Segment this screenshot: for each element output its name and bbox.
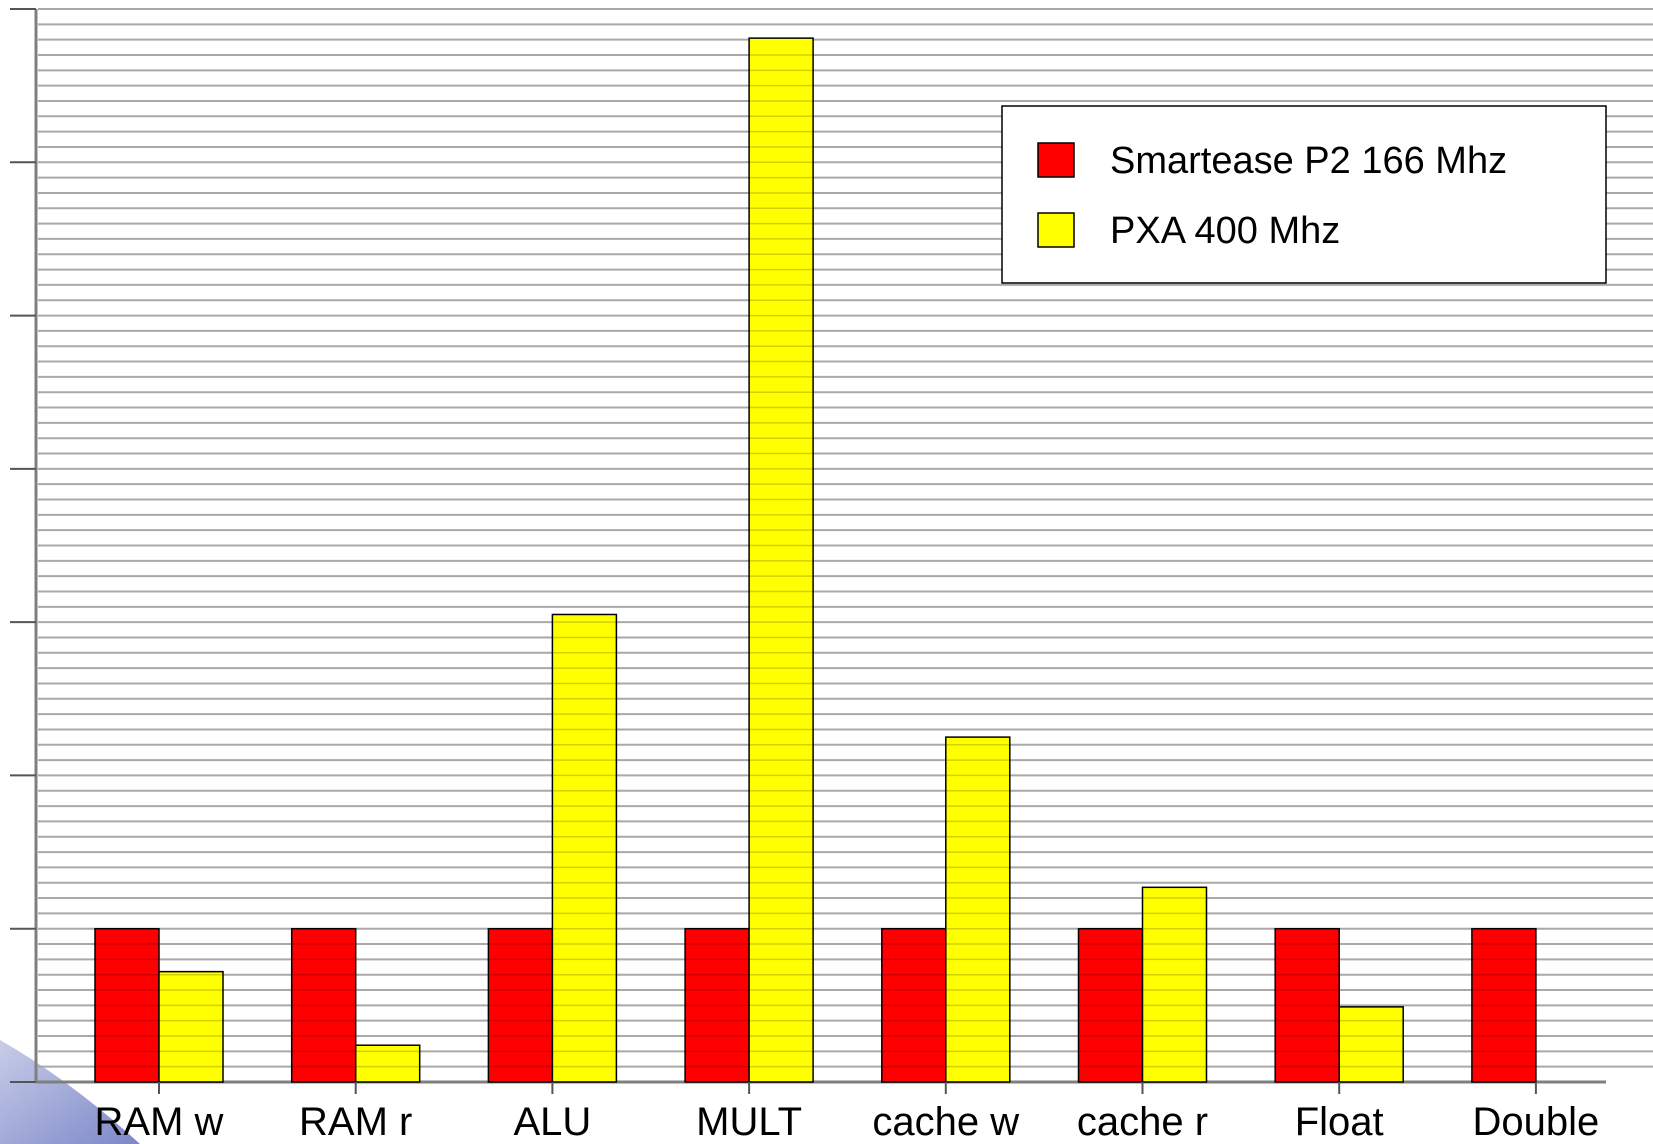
x-tick-labels: RAM w RAM r ALU MULT cache w cache r Float Doub…: [95, 1082, 1600, 1144]
bar-fill: [748, 37, 814, 1083]
bar: [94, 927, 160, 1083]
legend-label: PXA 400 Mhz: [1110, 210, 1340, 252]
bar-fill: [1274, 927, 1340, 1083]
bar: [1274, 927, 1340, 1083]
bars: [94, 37, 1537, 1083]
bar: [1077, 927, 1144, 1083]
bar-fill: [94, 927, 160, 1083]
bar-fill: [1141, 886, 1208, 1083]
bar-fill: [354, 1044, 421, 1083]
x-tick-label: Float: [1295, 1100, 1384, 1144]
legend-label: Smartease P2 166 Mhz: [1110, 140, 1507, 182]
bar: [1338, 1006, 1404, 1083]
bar-fill: [1471, 927, 1537, 1083]
bar: [1141, 886, 1208, 1083]
bar: [1471, 927, 1537, 1083]
bar-fill: [158, 970, 224, 1083]
x-tick-label: ALU: [513, 1100, 591, 1144]
bar: [290, 927, 357, 1083]
x-tick-label: RAM r: [299, 1100, 412, 1144]
bar: [748, 37, 814, 1083]
x-tick-label: RAM w: [95, 1100, 224, 1144]
bar-fill: [1338, 1006, 1404, 1083]
bar-fill: [1077, 927, 1144, 1083]
legend-swatch: [1037, 142, 1075, 178]
bar: [354, 1044, 421, 1083]
legend-swatch: [1037, 212, 1075, 248]
bar: [945, 736, 1011, 1083]
bar: [551, 613, 618, 1083]
bar-fill: [881, 927, 947, 1083]
legend: Smartease P2 166 Mhz PXA 400 Mhz: [1001, 105, 1607, 284]
x-tick-label: Double: [1473, 1100, 1600, 1144]
x-tick-label: MULT: [696, 1100, 802, 1144]
bar-fill: [290, 927, 357, 1083]
legend-box: [1001, 105, 1607, 284]
x-tick-label: cache r: [1077, 1100, 1208, 1144]
bar: [684, 927, 750, 1083]
bar-fill: [945, 736, 1011, 1083]
x-tick-label: cache w: [872, 1100, 1019, 1144]
bar: [881, 927, 947, 1083]
bar: [487, 927, 554, 1083]
bar: [158, 970, 224, 1083]
bar-fill: [684, 927, 750, 1083]
bar-fill: [551, 613, 618, 1083]
